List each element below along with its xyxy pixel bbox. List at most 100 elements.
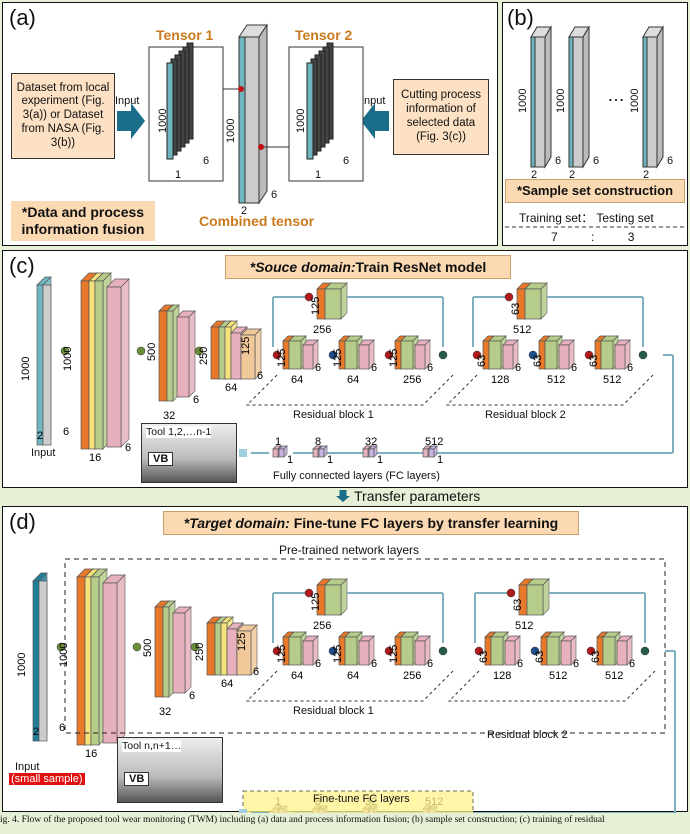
panel-a: (a) Tensor 1 Tensor 2 Combined tensor Da… bbox=[2, 2, 498, 246]
res1-u0-pink bbox=[302, 339, 319, 370]
res1-skip-dim-w: 256 bbox=[313, 324, 331, 336]
res1-u1-pink bbox=[358, 635, 375, 666]
b250-tan bbox=[236, 624, 258, 676]
d-input-label: Input bbox=[15, 761, 40, 773]
res2-u1-d: 6 bbox=[571, 362, 577, 374]
b250-dim-64: 64 bbox=[225, 382, 237, 394]
res2-skip-green bbox=[526, 578, 550, 616]
res2-dot-1 bbox=[528, 350, 538, 360]
d-small-sample: (small sample) bbox=[9, 773, 85, 785]
c-vb-label: VB bbox=[148, 452, 174, 466]
combined-tensor-title: Combined tensor bbox=[199, 213, 315, 229]
c-tool-label: Tool 1,2,…n-1 bbox=[146, 426, 212, 438]
target-domain-title-italic: *Target domain: bbox=[183, 515, 290, 531]
input-dim-6: 6 bbox=[59, 722, 65, 734]
fc-dim-32: 32 bbox=[365, 436, 377, 448]
fc-512-b bbox=[428, 445, 438, 458]
d-tool-photo: Tool n,n+1… VB bbox=[117, 737, 223, 803]
b250-dim-125: 125 bbox=[236, 633, 248, 651]
panel-b-label: (b) bbox=[507, 5, 534, 30]
res2-skip-dim-w: 512 bbox=[513, 324, 531, 336]
res2-u2-dim: 63 bbox=[588, 355, 600, 367]
res2-u1-green bbox=[546, 631, 565, 666]
cutting-info-box: Cutting process information of selected … bbox=[393, 79, 489, 155]
res2-dot-0 bbox=[472, 350, 482, 360]
t2-dim-1000: 1000 bbox=[295, 108, 307, 133]
conv-dot-2 bbox=[132, 642, 142, 652]
res2-sum bbox=[640, 646, 650, 656]
res2-skip-dim: 63 bbox=[512, 599, 524, 611]
d-tool-label: Tool n,n+1… bbox=[122, 740, 182, 752]
panel-b-drawing bbox=[505, 25, 687, 228]
res2-skip-dot bbox=[504, 292, 514, 302]
b250-dim-6: 6 bbox=[257, 370, 263, 382]
combined-tensor-front bbox=[238, 36, 246, 204]
b500-dim-32: 32 bbox=[163, 410, 175, 422]
res1-u1-dim: 125 bbox=[332, 645, 344, 663]
fc-dim1-8: 1 bbox=[327, 454, 333, 466]
res2-dot-1 bbox=[530, 646, 540, 656]
res1-u2-d: 6 bbox=[427, 658, 433, 670]
res1-u1-d: 6 bbox=[371, 658, 377, 670]
res1-skip-dim-w: 256 bbox=[313, 620, 331, 632]
res2-u2-pink bbox=[616, 635, 633, 666]
fc-out-marker bbox=[239, 449, 247, 457]
res2-u1-d: 6 bbox=[573, 658, 579, 670]
tensor1-slices bbox=[166, 42, 194, 160]
conv-dot-3 bbox=[194, 346, 204, 356]
source-domain-title-italic: *Souce domain: bbox=[249, 259, 356, 275]
res1-u2-d: 6 bbox=[427, 362, 433, 374]
input-right-label: Input bbox=[361, 95, 386, 107]
conv1-pink bbox=[102, 574, 126, 744]
t2-dim-6: 6 bbox=[343, 155, 350, 167]
input-left-arrow bbox=[117, 103, 145, 139]
input-left-label: Input bbox=[115, 95, 140, 107]
res1-dot-0 bbox=[272, 350, 282, 360]
b-dim-2-2: 2 bbox=[569, 169, 576, 181]
sample-tensor-n bbox=[642, 25, 664, 169]
res2-dot-2 bbox=[586, 646, 596, 656]
res2-u1-pink bbox=[558, 339, 575, 370]
res1-u1-pink bbox=[358, 339, 375, 370]
res1-skip-green bbox=[324, 282, 348, 320]
input-right-arrow bbox=[361, 103, 389, 139]
c-fc-label: Fully connected layers (FC layers) bbox=[273, 470, 440, 482]
c-tool-photo: Tool 1,2,…n-1 VB bbox=[141, 423, 237, 483]
transfer-arrow bbox=[336, 490, 350, 502]
res1-dot-2 bbox=[384, 646, 394, 656]
split-values: 7 : 3 bbox=[551, 230, 635, 244]
res2-u2-pink bbox=[614, 339, 631, 370]
conv-dot-3 bbox=[190, 642, 200, 652]
d-res2-label: Residual block 2 bbox=[487, 729, 568, 741]
res2-u0-dim: 63 bbox=[476, 355, 488, 367]
res1-u1-w: 64 bbox=[347, 374, 359, 386]
res1-dot-1 bbox=[328, 350, 338, 360]
input-tensor-body bbox=[42, 284, 52, 446]
input-dim-2: 2 bbox=[33, 726, 39, 738]
c-input-label: Input bbox=[31, 447, 56, 459]
res1-u1-w: 64 bbox=[347, 670, 359, 682]
b250-dim: 250 bbox=[194, 643, 206, 661]
res2-sum bbox=[638, 350, 648, 360]
input-dim-6: 6 bbox=[63, 426, 69, 438]
pretrained-box bbox=[64, 558, 666, 734]
conv1-dim-6: 6 bbox=[125, 442, 131, 454]
res1-skip-dot bbox=[304, 588, 314, 598]
res2-u1-w: 512 bbox=[547, 374, 565, 386]
source-domain-title: *Souce domain:Train ResNet model bbox=[225, 255, 511, 279]
fc-dim1-32: 1 bbox=[377, 454, 383, 466]
comb-dim-6: 6 bbox=[271, 189, 278, 201]
res2-u1-w: 512 bbox=[549, 670, 567, 682]
b-dim-6-1: 6 bbox=[555, 155, 562, 167]
res2-u1-dim: 63 bbox=[534, 651, 546, 663]
b-dim-2-3: 2 bbox=[643, 169, 650, 181]
res2-skip-dot bbox=[506, 588, 516, 598]
sample-tensor-2 bbox=[568, 25, 590, 169]
res1-u1-dim: 125 bbox=[332, 349, 344, 367]
panel-c: (c) *Souce domain:Train ResNet model 100… bbox=[2, 250, 688, 488]
res1-u0-dim: 125 bbox=[276, 349, 288, 367]
res1-u1-d: 6 bbox=[371, 362, 377, 374]
res2-skip-dim-w: 512 bbox=[515, 620, 533, 632]
fc-dim-512: 512 bbox=[425, 436, 443, 448]
pretrained-label: Pre-trained network layers bbox=[279, 543, 420, 557]
